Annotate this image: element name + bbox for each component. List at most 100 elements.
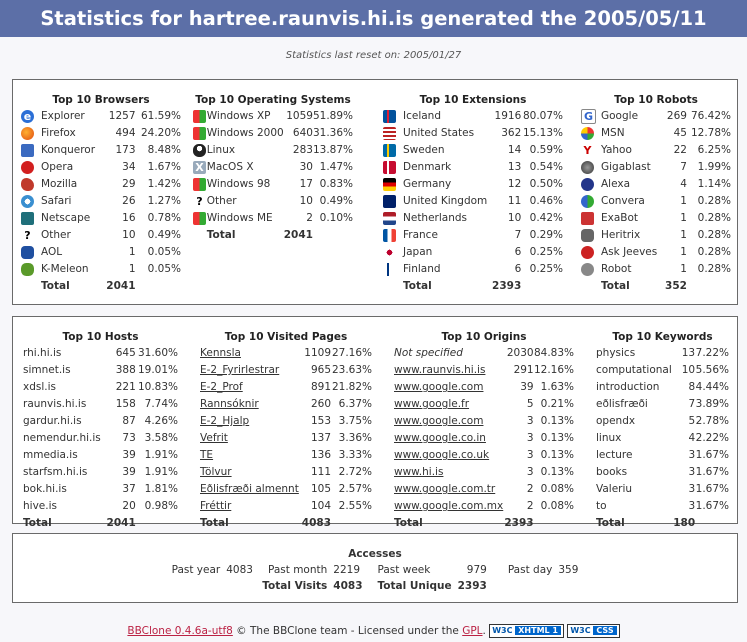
origins-total-label: Total	[394, 517, 423, 529]
flag-us-icon	[383, 126, 396, 140]
pages-name[interactable]: Rannsóknir	[200, 398, 259, 410]
extensions-name: France	[403, 229, 438, 241]
windows-icon	[193, 126, 206, 140]
os-title: Top 10 Operating Systems	[195, 94, 351, 106]
keywords-name: eðlisfræði	[596, 398, 648, 410]
origins-total-row: Total 2393	[394, 515, 574, 532]
browsers-row: Konqueror 173 8.48%	[21, 142, 181, 159]
explorer-icon: e	[21, 109, 34, 123]
safari-icon	[21, 194, 34, 208]
flag-denmark-icon	[383, 160, 396, 174]
pages-name[interactable]: Eðlisfræði almennt	[200, 483, 299, 495]
past-month-value: 2219	[333, 564, 361, 576]
pages-name[interactable]: E-2_Fyrirlestrar	[200, 364, 280, 376]
os-name: Linux	[206, 144, 236, 156]
robots-percent: 0.28%	[697, 195, 731, 207]
pages-percent: 27.16%	[331, 347, 372, 359]
pages-percent: 2.55%	[338, 500, 372, 512]
page-title: Statistics for hartree.raunvis.hi.is gen…	[0, 0, 747, 37]
pages-name[interactable]: E-2_Hjalp	[200, 415, 250, 427]
os-total-label: Total	[206, 229, 236, 241]
gpl-link[interactable]: GPL	[462, 625, 483, 637]
origins-name[interactable]: www.raunvis.hi.is	[394, 364, 486, 376]
hosts-row: starfsm.hi.is 39 1.91%	[23, 464, 178, 481]
panel-top-lists-2: Top 10 Hosts rhi.hi.is 645 31.60% simnet.is…	[12, 316, 738, 529]
origins-name[interactable]: www.google.com	[394, 381, 484, 393]
robots-count: 45	[673, 127, 687, 139]
pages-row: Eðlisfræði almennt 105 2.57%	[200, 481, 372, 498]
browsers-row: Safari 26 1.27%	[21, 193, 181, 210]
origins-row: Not specified 2030 84.83%	[394, 345, 574, 362]
hosts-percent: 1.91%	[144, 466, 178, 478]
pages-name[interactable]: Kennsla	[200, 347, 241, 359]
hosts-total-row: Total 2041	[23, 515, 178, 532]
pages-row: Fréttir 104 2.55%	[200, 498, 372, 515]
past-day-value: 359	[558, 564, 579, 576]
origins-name[interactable]: www.google.com.tr	[394, 483, 496, 495]
hosts-name: nemendur.hi.is	[23, 432, 101, 444]
past-month-label: Past month	[267, 564, 328, 576]
browsers-section: Top 10 Browsers e Explorer 1257 61.59% Firef…	[21, 92, 181, 295]
robots-name: Robot	[601, 263, 632, 275]
origins-name[interactable]: www.google.com.mx	[394, 500, 504, 512]
origins-name[interactable]: www.google.co.in	[394, 432, 486, 444]
browsers-count: 29	[122, 178, 136, 190]
os-row: Windows 2000 640 31.36%	[193, 125, 353, 142]
keywords-row: computational 10 5.56%	[596, 362, 729, 379]
os-row: Windows ME 2 0.10%	[193, 210, 353, 227]
pages-name[interactable]: TE	[200, 449, 214, 461]
hosts-count: 39	[122, 449, 136, 461]
pages-name[interactable]: Vefrit	[200, 432, 228, 444]
os-name: Windows ME	[206, 212, 273, 224]
robots-count: 1	[680, 263, 687, 275]
robots-count: 7	[680, 161, 687, 173]
robots-name: Ask Jeeves	[601, 246, 658, 258]
hosts-title: Top 10 Hosts	[62, 331, 139, 343]
os-name: Windows 98	[206, 178, 271, 190]
origins-name[interactable]: www.google.co.uk	[394, 449, 490, 461]
browsers-row: AOL 1 0.05%	[21, 244, 181, 261]
bbclone-link[interactable]: BBClone 0.4.6a-utf8	[127, 625, 233, 637]
pages-name[interactable]: Tölvur	[200, 466, 232, 478]
origins-percent: 84.83%	[533, 347, 574, 359]
pages-name[interactable]: E-2_Prof	[200, 381, 243, 393]
hosts-row: nemendur.hi.is 73 3.58%	[23, 430, 178, 447]
os-count: 30	[299, 161, 313, 173]
xhtml-badge[interactable]: W3C XHTML 1	[489, 624, 564, 638]
origins-percent: 0.08%	[540, 483, 574, 495]
total-unique-label: Total Unique	[377, 580, 452, 592]
robots-count: 1	[680, 229, 687, 241]
hosts-name: bok.hi.is	[23, 483, 67, 495]
os-total-row: Total 2041	[193, 227, 353, 244]
hosts-row: rhi.hi.is 645 31.60%	[23, 345, 178, 362]
keywords-total-label: Total	[596, 517, 625, 529]
extensions-table: Iceland 1916 80.07% United States 362 15.13% S…	[383, 108, 563, 295]
browsers-row: Opera 34 1.67%	[21, 159, 181, 176]
extensions-count: 12	[507, 178, 522, 190]
css-badge[interactable]: W3C CSS	[567, 624, 620, 638]
keywords-percent: 7.22%	[695, 347, 729, 359]
pages-name[interactable]: Fréttir	[200, 500, 232, 512]
keywords-percent: 1.67%	[695, 483, 729, 495]
extensions-total-label: Total	[403, 280, 432, 292]
keywords-name: linux	[596, 432, 622, 444]
origins-name[interactable]: www.google.fr	[394, 398, 470, 410]
origins-count: 5	[526, 398, 534, 410]
robots-row: Y Yahoo 22 6.25%	[581, 142, 731, 159]
robots-row: G Google 269 76.42%	[581, 108, 731, 125]
robots-row: Gigablast 7 1.99%	[581, 159, 731, 176]
origins-row: www.google.com 3 0.13%	[394, 413, 574, 430]
hosts-row: bok.hi.is 37 1.81%	[23, 481, 178, 498]
hosts-total-label: Total	[23, 517, 52, 529]
browsers-row: Mozilla 29 1.42%	[21, 176, 181, 193]
pages-section: Top 10 Visited Pages Kennsla 1109 27.16% E-…	[200, 329, 372, 532]
hosts-percent: 31.60%	[137, 347, 178, 359]
origins-name[interactable]: www.google.com	[394, 415, 484, 427]
robots-percent: 0.28%	[697, 246, 731, 258]
extensions-count: 6	[514, 246, 522, 258]
hosts-name: starfsm.hi.is	[23, 466, 88, 478]
flag-finland-icon	[383, 262, 396, 276]
origins-name[interactable]: www.hi.is	[394, 466, 444, 478]
extensions-total-value: 2393	[492, 280, 522, 292]
robots-row: Ask Jeeves 1 0.28%	[581, 244, 731, 261]
